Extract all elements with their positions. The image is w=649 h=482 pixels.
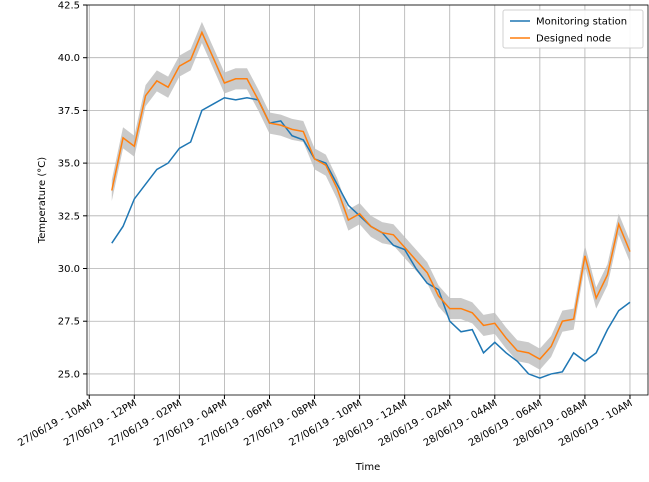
legend-label: Monitoring station xyxy=(536,17,627,28)
x-tick-label: 28/06/19 - 06AM xyxy=(467,398,544,449)
x-tick-label: 28/06/19 - 12AM xyxy=(332,398,409,449)
x-axis-label: Time xyxy=(355,462,380,473)
y-tick-label: 30.0 xyxy=(58,264,80,275)
y-tick-label: 27.5 xyxy=(58,317,80,328)
y-tick-label: 32.5 xyxy=(58,211,80,222)
legend: Monitoring station Designed node xyxy=(502,9,644,49)
series-line xyxy=(111,30,631,361)
x-tick-label: 28/06/19 - 04AM xyxy=(422,398,499,449)
x-tick-label: 28/06/19 - 02AM xyxy=(377,398,454,449)
plot-frame xyxy=(86,4,649,396)
y-axis-label: Temperature (°C) xyxy=(37,157,48,244)
confidence-band xyxy=(111,21,630,370)
legend-label: Designed node xyxy=(536,34,611,45)
y-tick-label: 35.0 xyxy=(58,159,80,170)
y-tick-label: 40.0 xyxy=(58,53,80,64)
y-tick-label: 42.5 xyxy=(58,1,80,12)
x-tick-label: 28/06/19 - 10AM xyxy=(557,398,634,449)
legend-box xyxy=(502,9,644,49)
x-tick-label: 27/06/19 - 10AM xyxy=(16,398,93,449)
y-tick-label: 37.5 xyxy=(58,106,80,117)
y-tick-label: 25.0 xyxy=(58,369,80,380)
x-tick-label: 28/06/19 - 08AM xyxy=(512,398,589,449)
